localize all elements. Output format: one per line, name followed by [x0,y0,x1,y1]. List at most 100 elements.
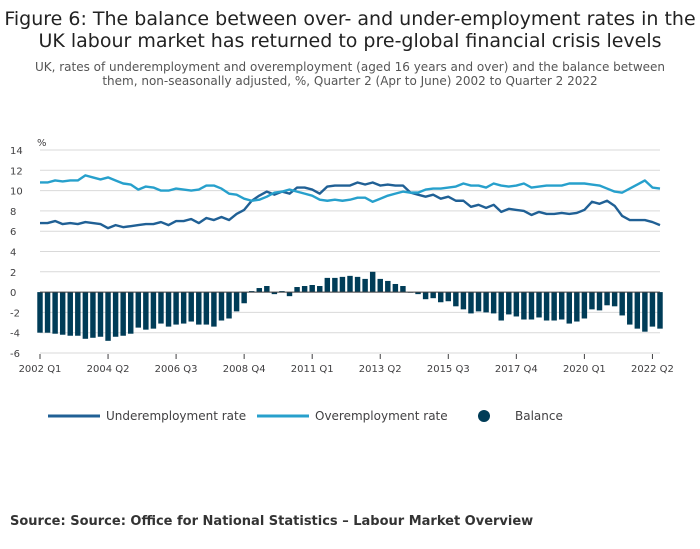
balance-bars [37,271,663,341]
y-tick-label: 4 [10,248,16,259]
balance-bar [52,292,58,334]
balance-bar [415,292,421,295]
y-tick-label: 0 [10,288,16,299]
x-tick-label: 2022 Q2 [631,364,674,375]
y-tick-label: -6 [10,349,20,360]
y-tick-label: 6 [10,227,16,238]
balance-bar [165,292,172,327]
legend-label-overemployment: Overemployment rate [315,409,448,423]
balance-bar [596,292,603,311]
balance-bar [385,280,391,293]
balance-bar [438,292,444,303]
balance-bar [37,292,43,333]
legend-swatch-balance [478,410,490,422]
x-tick-label: 2017 Q4 [495,364,538,375]
balance-bar [642,292,648,332]
balance-bar [513,292,520,317]
x-tick-label: 2002 Q1 [19,364,62,375]
balance-bar [128,292,134,334]
y-tick-label: -4 [10,329,20,340]
balance-bar [279,291,285,293]
balance-bar [256,288,262,293]
balance-bar [180,292,187,324]
balance-bar [317,286,323,293]
balance-bar [286,292,293,297]
balance-bar [339,276,346,293]
balance-bar [392,283,399,293]
x-tick-label: 2020 Q1 [563,364,606,375]
balance-bar [173,292,179,325]
balance-bar [657,292,663,329]
balance-bar [475,292,482,312]
x-tick-label: 2004 Q2 [87,364,130,375]
y-tick-label: 12 [10,166,23,177]
balance-bar [506,292,512,315]
balance-bar [264,286,270,293]
legend: Underemployment rate Overemployment rate B… [48,409,563,423]
balance-bar [619,292,625,316]
chart-title: Figure 6: The balance between over- and … [4,8,696,52]
balance-bar [105,292,111,341]
x-tick-label: 2015 Q3 [427,364,470,375]
balance-bar [400,286,406,293]
balance-bar [196,292,202,325]
balance-bar [369,271,376,293]
balance-bar [271,292,278,295]
balance-bar [203,292,210,325]
balance-bar [627,292,633,325]
balance-bar [233,292,240,312]
balance-bar [120,292,126,336]
x-tick-label: 2006 Q3 [155,364,198,375]
balance-bar [460,292,467,310]
balance-bar [309,284,315,293]
balance-bar [97,292,104,337]
source-note: Source: Source: Office for National Stat… [10,514,534,529]
balance-bar [90,292,96,338]
balance-bar [453,292,459,307]
balance-bar [422,292,429,300]
balance-bar [44,292,51,333]
balance-bar [468,292,474,314]
x-tick-label: 2013 Q2 [359,364,402,375]
balance-bar [226,292,232,319]
balance-bar [362,278,368,293]
balance-bar [75,292,81,336]
balance-bar [59,292,66,335]
y-axis-ticks: -6 -4 -2 0 2 4 6 8 10 12 14 [10,146,23,360]
balance-bar [377,278,383,293]
balance-bar [112,292,119,337]
balance-bar [430,292,436,299]
balance-bar [483,292,489,313]
balance-bar [566,292,572,324]
chart-subtitle: UK, rates of underemployment and overemp… [34,60,666,88]
balance-bar [347,275,353,293]
balance-bar [543,292,550,321]
balance-bar [332,277,338,293]
balance-bar [135,292,142,328]
balance-bar [188,292,194,322]
balance-bar [604,292,610,306]
y-tick-label: 8 [10,207,16,218]
balance-bar [445,292,452,302]
balance-bar [551,292,557,321]
balance-bar [294,287,300,293]
balance-bar [649,292,656,327]
overemployment-line [40,174,661,203]
balance-bar [589,292,595,310]
balance-bar [218,292,225,321]
x-tick-label: 2011 Q1 [291,364,334,375]
balance-bar [150,292,157,329]
balance-bar [498,292,504,321]
x-tick-label: 2008 Q4 [223,364,266,375]
balance-bar [581,292,588,319]
y-tick-label: -2 [10,308,20,319]
y-axis-unit-label: % [37,138,47,149]
balance-bar [574,292,580,322]
balance-bar [611,292,618,307]
legend-label-underemployment: Underemployment rate [106,409,246,423]
y-tick-label: 14 [10,146,23,157]
balance-bar [324,277,331,293]
balance-bar [158,292,164,324]
balance-bar [67,292,73,336]
balance-bar [241,292,247,304]
